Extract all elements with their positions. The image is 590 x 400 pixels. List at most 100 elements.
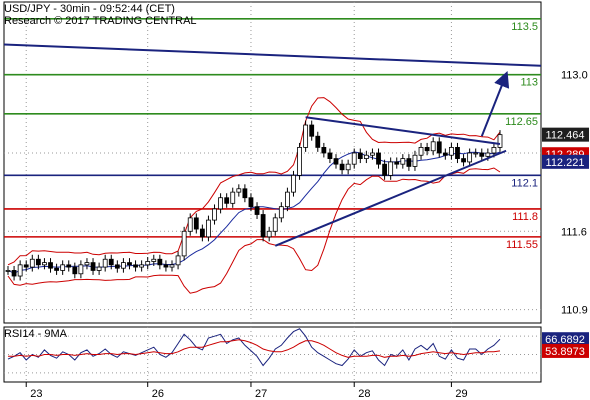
- x-tick-label: 29: [455, 388, 467, 400]
- rsi-tag-box: [542, 343, 589, 358]
- level-label: 113: [520, 77, 538, 89]
- level-label: 112.1: [511, 177, 538, 189]
- candle-body: [127, 262, 132, 266]
- candle-body: [84, 262, 90, 266]
- candle-body: [297, 147, 302, 176]
- candle-body: [72, 266, 78, 275]
- candle-body: [242, 188, 248, 199]
- candle-body: [278, 206, 284, 219]
- trendlines: [3, 43, 542, 247]
- candle-body: [23, 264, 29, 268]
- candle-body: [35, 258, 41, 266]
- bollinger-lower-band: [7, 167, 501, 294]
- chart-title: USD/JPY - 30min - 09:52:44 (CET): [4, 3, 175, 15]
- trendline-triangle-bottom: [274, 149, 507, 247]
- candle-body: [455, 147, 460, 159]
- candle-body: [321, 147, 327, 154]
- candle-body: [96, 266, 102, 271]
- candle-body: [430, 141, 436, 152]
- candle-body: [272, 217, 278, 232]
- candle-body: [145, 261, 151, 266]
- candle-body: [412, 154, 418, 167]
- candle-body: [376, 152, 381, 165]
- candle-body: [11, 270, 17, 277]
- candle-body: [230, 191, 236, 204]
- rsi-ma-line: [8, 339, 501, 358]
- candle-body: [333, 158, 339, 165]
- candle-body: [199, 228, 205, 238]
- price-panel-frame: [3, 1, 542, 324]
- rsi-tag-label: 53.8973: [545, 346, 585, 358]
- candle-body: [370, 152, 375, 156]
- level-label: 112.65: [505, 116, 538, 128]
- candle-body: [442, 152, 448, 156]
- x-tick-label: 28: [358, 388, 370, 400]
- candle-body: [436, 141, 442, 154]
- candle-body: [54, 267, 59, 271]
- price-tag-box: [542, 154, 589, 169]
- level-label: 113.5: [511, 21, 538, 33]
- y-tick-label: 110.9: [561, 305, 588, 317]
- candle-body: [260, 214, 266, 238]
- x-tick-label: 26: [152, 388, 164, 400]
- candle-body: [157, 258, 163, 266]
- candle-body: [339, 163, 345, 171]
- candle-body: [236, 188, 242, 193]
- candle-body: [114, 264, 120, 269]
- candle-body: [48, 262, 53, 269]
- candle-body: [206, 219, 211, 238]
- candle-body: [29, 258, 35, 268]
- candle-body: [394, 161, 400, 165]
- candle-body: [418, 147, 424, 156]
- candle-body: [212, 208, 217, 221]
- candle-body: [139, 264, 145, 268]
- candle-body: [491, 147, 497, 154]
- candle-body: [473, 152, 479, 155]
- candle-body: [291, 174, 296, 193]
- y-tick-label: 113.0: [561, 70, 588, 82]
- candle-body: [90, 262, 96, 271]
- y-tick-label: 111.6: [561, 226, 587, 238]
- candle-body: [467, 152, 473, 163]
- rsi-tag-label: 66.6892: [545, 334, 585, 346]
- candle-body: [17, 264, 23, 277]
- price-tag-label: 112.221: [546, 157, 585, 169]
- candle-body: [78, 264, 84, 275]
- candle-body: [400, 158, 406, 165]
- horizontal-levels: 113.5 113 112.65 112.1 111.8 111.55: [4, 17, 541, 251]
- candle-body: [303, 124, 309, 148]
- candle-body: [351, 152, 357, 165]
- candle-body: [102, 258, 108, 268]
- trendline-projection-arrow: [480, 70, 510, 137]
- candle-body: [108, 258, 114, 266]
- candle-body: [357, 152, 363, 159]
- candle-body: [5, 270, 11, 272]
- rsi-title: RSI14 - 9MA: [4, 328, 68, 340]
- grid-lines: [4, 2, 541, 382]
- candle-body: [363, 154, 369, 159]
- level-label: 111.8: [512, 211, 538, 223]
- candle-body: [218, 197, 223, 210]
- trendline-channel-top: [3, 43, 542, 67]
- candle-body: [406, 158, 412, 167]
- candle-body: [133, 264, 138, 268]
- trendline-triangle-top: [305, 116, 501, 146]
- price-series: [5, 97, 503, 294]
- candle-body: [248, 197, 254, 208]
- candle-body: [485, 152, 491, 157]
- bollinger-upper-band: [7, 97, 501, 266]
- candle-body: [382, 163, 387, 176]
- rsi-tag-box: [542, 332, 589, 347]
- level-label: 111.55: [506, 239, 538, 251]
- candle-body: [151, 258, 157, 262]
- candle-body: [66, 264, 72, 268]
- candle-body: [285, 191, 290, 208]
- candle-body: [266, 230, 272, 238]
- candle-body: [309, 124, 315, 137]
- candle-body: [187, 217, 193, 232]
- price-tag-box: [542, 127, 589, 142]
- candle-body: [193, 217, 199, 230]
